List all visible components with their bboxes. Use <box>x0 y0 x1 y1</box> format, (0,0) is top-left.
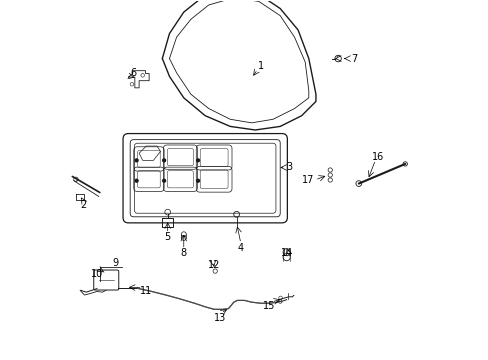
Text: 15: 15 <box>263 301 275 311</box>
Circle shape <box>196 179 199 182</box>
Circle shape <box>196 159 199 162</box>
Text: 8: 8 <box>181 248 186 258</box>
Text: 11: 11 <box>140 287 152 296</box>
Text: 3: 3 <box>285 162 292 172</box>
Text: 6: 6 <box>130 68 136 78</box>
Text: 10: 10 <box>91 269 103 279</box>
Text: 5: 5 <box>164 232 170 242</box>
Text: 1: 1 <box>257 61 263 71</box>
Text: 2: 2 <box>80 200 86 210</box>
Text: 17: 17 <box>301 175 313 185</box>
Circle shape <box>163 179 165 182</box>
Text: 14: 14 <box>281 248 293 258</box>
Text: 13: 13 <box>214 312 226 323</box>
Circle shape <box>135 179 138 182</box>
Circle shape <box>163 159 165 162</box>
Circle shape <box>135 159 138 162</box>
Text: 12: 12 <box>207 260 220 270</box>
Text: 9: 9 <box>112 258 118 268</box>
Text: 7: 7 <box>351 54 357 64</box>
Text: 16: 16 <box>371 152 384 162</box>
Text: 4: 4 <box>237 243 244 253</box>
